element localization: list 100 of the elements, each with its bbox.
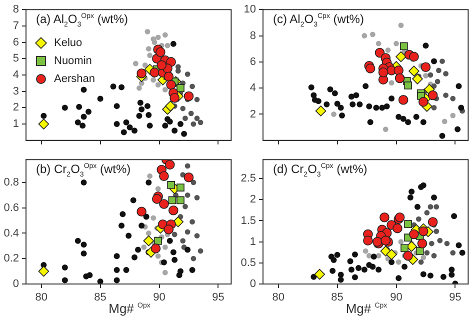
point bbox=[176, 196, 184, 204]
point bbox=[170, 40, 176, 47]
point bbox=[120, 129, 127, 136]
point bbox=[182, 116, 188, 122]
point bbox=[190, 219, 195, 224]
point bbox=[132, 60, 138, 66]
point bbox=[172, 128, 178, 134]
point bbox=[370, 264, 376, 270]
y-tick-label: 2 bbox=[12, 102, 19, 114]
point bbox=[388, 80, 394, 86]
point bbox=[176, 84, 184, 92]
point bbox=[330, 256, 337, 263]
point bbox=[348, 94, 354, 100]
point bbox=[76, 104, 82, 110]
point bbox=[164, 42, 170, 48]
point bbox=[62, 264, 68, 270]
point bbox=[194, 96, 200, 102]
x-tick-label: 95 bbox=[449, 292, 462, 304]
point bbox=[416, 216, 422, 222]
y-tick-label: 7 bbox=[12, 20, 19, 32]
point bbox=[62, 277, 68, 284]
point bbox=[403, 250, 413, 261]
y-tick-label: 0 bbox=[250, 278, 256, 290]
point bbox=[146, 122, 153, 129]
point bbox=[400, 244, 408, 252]
point bbox=[168, 205, 178, 216]
point bbox=[172, 232, 178, 238]
point bbox=[182, 204, 188, 210]
point bbox=[164, 116, 171, 122]
point bbox=[114, 121, 120, 128]
point bbox=[404, 82, 412, 90]
point bbox=[144, 28, 150, 34]
point bbox=[339, 112, 346, 119]
point bbox=[398, 94, 408, 105]
point bbox=[162, 122, 168, 129]
point bbox=[398, 239, 404, 245]
point bbox=[40, 112, 47, 119]
point bbox=[180, 238, 186, 244]
point bbox=[136, 85, 142, 91]
point bbox=[166, 238, 173, 244]
point bbox=[356, 101, 363, 108]
y-tick-label: 5 bbox=[12, 52, 19, 65]
point bbox=[362, 83, 369, 90]
point bbox=[338, 276, 344, 283]
point bbox=[38, 118, 50, 130]
point bbox=[177, 268, 184, 274]
point bbox=[170, 92, 180, 103]
x-tick-label: 90 bbox=[153, 292, 166, 304]
point bbox=[443, 70, 448, 76]
point bbox=[184, 71, 190, 77]
point bbox=[450, 96, 456, 102]
legend-label: Aershan bbox=[54, 73, 95, 85]
point bbox=[184, 192, 190, 198]
point bbox=[190, 121, 196, 127]
point bbox=[146, 112, 152, 118]
point bbox=[131, 254, 138, 260]
point bbox=[362, 33, 368, 38]
point bbox=[162, 87, 168, 92]
point bbox=[126, 232, 132, 239]
point bbox=[420, 119, 426, 126]
point bbox=[434, 78, 440, 84]
y-tick-label: 8 bbox=[12, 4, 19, 16]
point bbox=[347, 258, 354, 264]
point bbox=[378, 67, 388, 78]
point bbox=[86, 108, 92, 115]
point bbox=[370, 32, 376, 38]
point bbox=[180, 106, 186, 112]
point bbox=[404, 220, 412, 228]
point bbox=[130, 197, 136, 204]
point bbox=[456, 242, 462, 248]
y-tick-label: 8 bbox=[250, 30, 256, 42]
y-tick-label: 3 bbox=[12, 85, 19, 98]
point bbox=[146, 46, 152, 52]
point bbox=[439, 132, 446, 139]
y-tick-label: 10 bbox=[244, 4, 256, 16]
point bbox=[162, 32, 168, 38]
point bbox=[334, 252, 340, 258]
point bbox=[160, 259, 167, 266]
point bbox=[420, 254, 426, 260]
point bbox=[458, 104, 464, 111]
chart-title: (a) Al$_{2}$O$_{3}$$^{Opx}$ (wt%) bbox=[36, 12, 128, 28]
point bbox=[366, 103, 372, 110]
point bbox=[418, 226, 428, 236]
point bbox=[97, 96, 104, 102]
point bbox=[376, 266, 382, 273]
point bbox=[136, 112, 142, 119]
point bbox=[450, 112, 456, 118]
point bbox=[136, 206, 146, 217]
point bbox=[412, 74, 423, 84]
point bbox=[431, 58, 437, 64]
x-tick-label: 85 bbox=[331, 292, 344, 304]
point bbox=[324, 101, 330, 108]
point bbox=[147, 173, 153, 179]
point bbox=[334, 100, 340, 107]
y-tick-label: 1 bbox=[250, 236, 256, 248]
point bbox=[331, 112, 336, 117]
point bbox=[428, 217, 438, 227]
point bbox=[155, 34, 161, 40]
point bbox=[164, 224, 174, 234]
point bbox=[156, 60, 167, 70]
